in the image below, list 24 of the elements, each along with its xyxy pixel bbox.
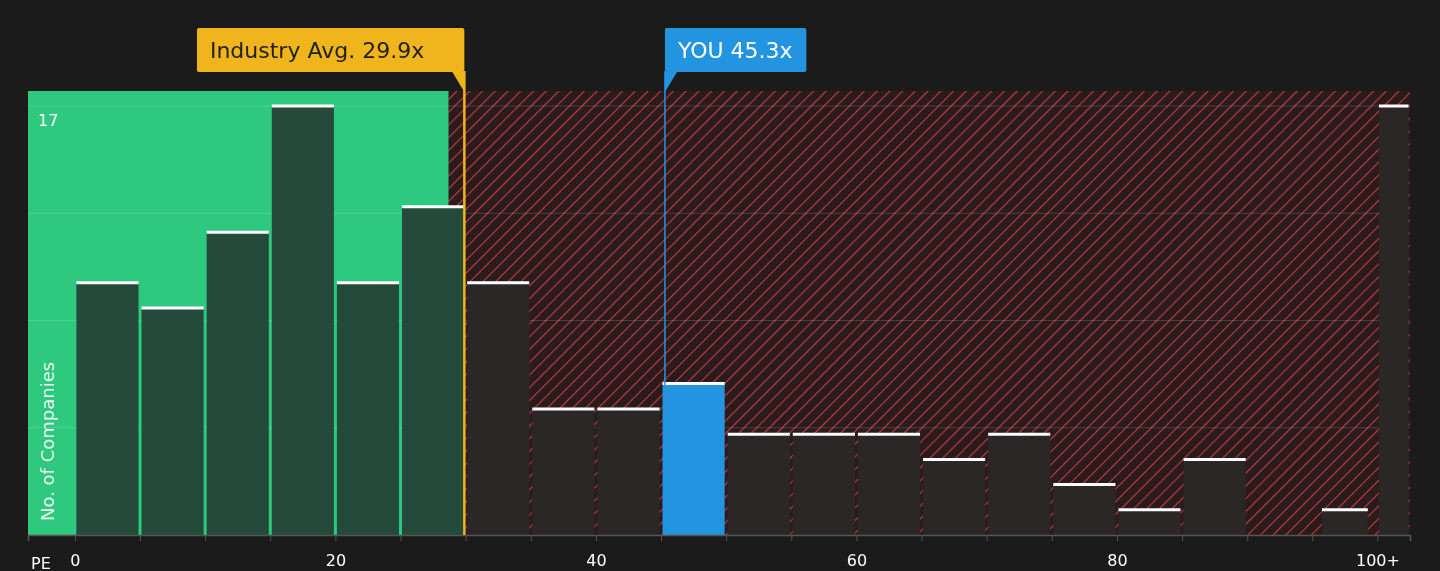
bar [141,308,204,535]
bar [1053,484,1116,535]
x-tick-label: 0 [70,551,81,571]
ref-line-label: YOU 45.3x [676,38,793,63]
bar [532,408,595,535]
x-tick-label: 60 [846,551,868,571]
x-tick-label: 20 [325,551,347,571]
bar [1183,459,1246,535]
x-tick-label: 100+ [1355,551,1400,571]
bar [336,282,400,535]
bar [76,282,139,535]
y-axis-title: No. of Companies [37,361,58,521]
ref-line-label: Industry Avg. 29.9x [209,38,425,63]
bar [467,282,530,535]
bar [271,106,334,535]
annotation: 17 [38,111,59,130]
bar [402,206,465,535]
bar [1118,509,1181,535]
x-axis-title: PE [31,554,51,571]
bar [206,232,269,535]
bar [597,408,660,535]
bar [988,434,1051,535]
x-tick-label: 80 [1107,551,1128,571]
x-tick-label: 40 [586,551,607,571]
